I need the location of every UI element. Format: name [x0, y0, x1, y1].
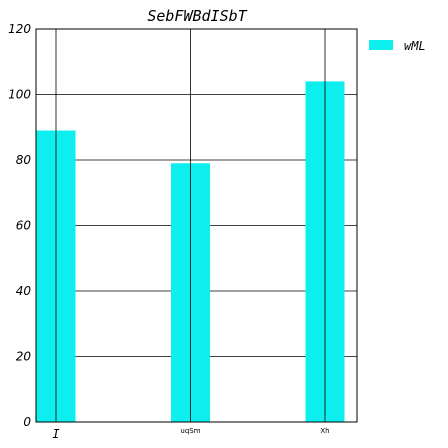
y-tick-label: 40: [16, 284, 32, 298]
legend-label: wML: [404, 39, 426, 53]
x-tick-label: uqSm: [180, 427, 200, 435]
legend-swatch: [369, 40, 393, 50]
y-tick-label: 20: [16, 350, 32, 364]
y-tick-label: 80: [16, 153, 32, 167]
y-tick-label: 0: [23, 415, 31, 429]
x-tick-label: I: [52, 427, 59, 441]
y-tick-label: 100: [8, 88, 31, 102]
plot-frame: [35, 28, 358, 423]
legend: wML: [369, 39, 426, 53]
x-grid-lines: [55, 29, 326, 422]
y-tick-label: 60: [16, 219, 32, 233]
x-tick-label: Xh: [320, 427, 329, 435]
y-tick-labels: 0 20 40 60 80 100 120: [8, 22, 31, 429]
chart-title: SebFWBdISbT: [147, 7, 247, 25]
y-tick-label: 120: [8, 22, 31, 36]
